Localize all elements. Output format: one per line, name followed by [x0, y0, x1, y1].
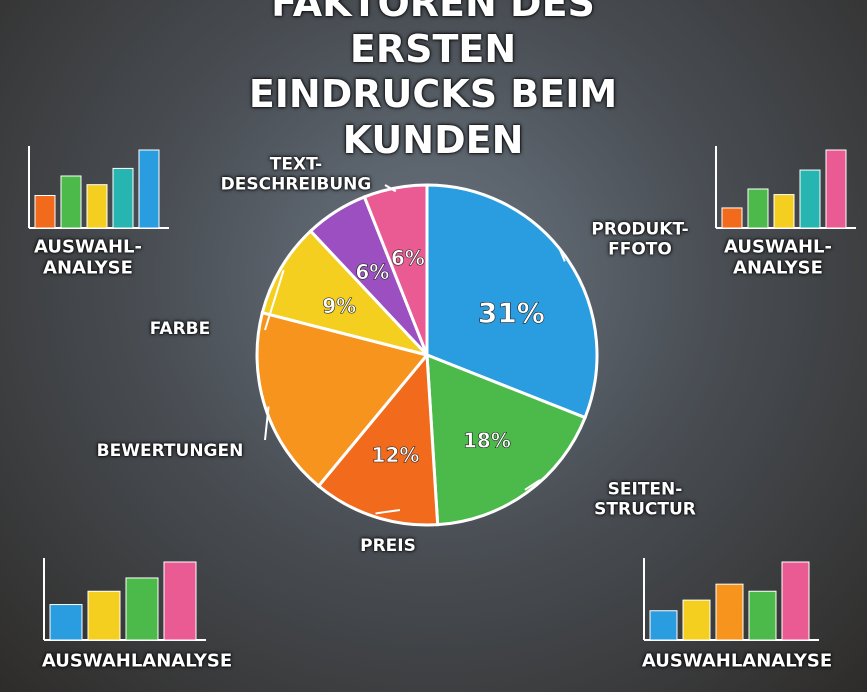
leader-line — [375, 509, 401, 515]
pie-slice — [425, 183, 599, 420]
value-label: 6% — [355, 260, 389, 284]
bar — [748, 590, 777, 641]
category-label: TEXT- DESCHREIBUNG — [220, 154, 372, 194]
value-label: 18% — [463, 429, 511, 453]
mini-chart-title: AUSWAHLANALYSE — [641, 650, 833, 672]
bar — [799, 169, 821, 229]
bar — [163, 561, 197, 641]
bar — [34, 195, 56, 229]
mini-chart-title: AUSWAHLANALYSE — [41, 650, 233, 672]
leader-line — [384, 184, 397, 193]
pie-slice — [255, 310, 430, 489]
category-label: PRODUKT- FFOTO — [591, 219, 689, 259]
bar — [649, 610, 678, 641]
pie-slice — [362, 183, 429, 356]
bar — [721, 207, 743, 229]
category-label: SEITEN- STRUCTUR — [594, 479, 696, 519]
category-label: PREIS — [360, 536, 416, 557]
bar — [715, 583, 744, 641]
bar — [60, 175, 82, 229]
bar — [87, 590, 121, 641]
mini-chart-title: AUSWAHL- ANALYSE — [724, 236, 832, 278]
bar — [138, 149, 160, 229]
bar — [781, 561, 810, 641]
leader-line — [524, 479, 541, 491]
bar — [49, 604, 83, 641]
pie-slice — [316, 351, 440, 527]
bar — [825, 149, 847, 229]
bar — [125, 577, 159, 641]
mini-chart-title: AUSWAHL- ANALYSE — [34, 236, 142, 278]
category-label: FARBE — [149, 319, 211, 340]
category-label: BEWERTUNGEN — [96, 441, 244, 462]
leader-line — [559, 249, 566, 262]
value-label: 31% — [478, 297, 545, 330]
chart-title: FAKTOREN DES ERSTEN EINDRUCKS BEIM KUNDE… — [248, 0, 618, 162]
leader-line — [264, 269, 285, 331]
value-label: 9% — [322, 294, 356, 318]
value-label: 6% — [391, 246, 425, 270]
bar — [682, 599, 711, 641]
pie-slice — [425, 352, 588, 527]
bar — [86, 184, 108, 229]
leader-line — [264, 406, 270, 441]
bar — [747, 188, 769, 229]
pie-slice — [260, 228, 432, 358]
bar — [773, 194, 795, 229]
bar — [112, 167, 134, 229]
value-label: 12% — [372, 443, 420, 467]
